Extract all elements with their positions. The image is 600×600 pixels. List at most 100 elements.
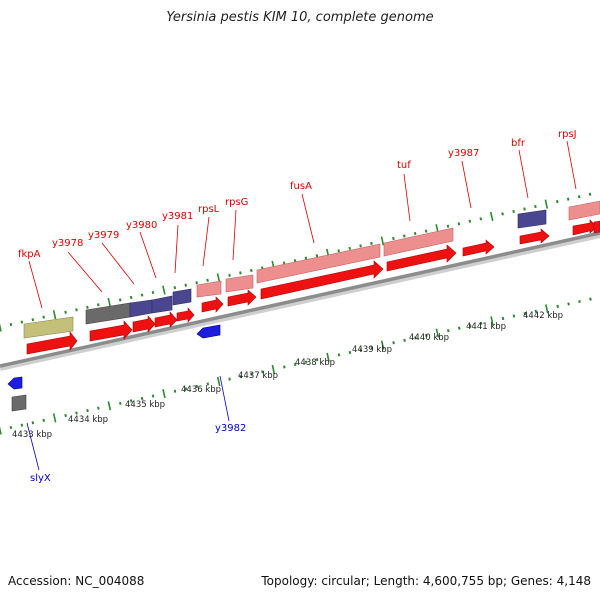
cds-arrow-y3982[interactable] — [196, 324, 221, 339]
reverse-ruler-tick — [326, 352, 330, 362]
forward-ruler-tick — [162, 285, 166, 295]
gene-box-y3978[interactable] — [85, 302, 131, 325]
gene-box-rpsJ[interactable] — [568, 200, 600, 221]
reverse-ruler-tick — [228, 377, 231, 381]
gene-box-tuf[interactable] — [383, 227, 454, 257]
gene-label-y3980[interactable]: y3980 — [126, 220, 157, 231]
forward-ruler-tick — [566, 197, 570, 201]
cds-arrow-y3978[interactable] — [89, 320, 133, 342]
kbp-label: 4435 kbp — [125, 400, 165, 410]
forward-ruler-tick — [424, 229, 428, 233]
gene-label-rpsL[interactable]: rpsL — [198, 204, 220, 215]
reverse-ruler-tick — [31, 421, 35, 425]
gene-label-fusA[interactable]: fusA — [290, 181, 312, 192]
gene-label-bfr[interactable]: bfr — [511, 138, 526, 149]
forward-ruler-tick — [42, 315, 45, 319]
reverse-ruler-tick — [403, 338, 406, 342]
gene-box-fusA[interactable] — [256, 243, 381, 284]
gene-label-fkpA[interactable]: fkpA — [18, 249, 41, 260]
reverse-ruler-tick — [0, 426, 2, 435]
reverse-ruler-tick — [556, 304, 559, 309]
leader-rpsG — [232, 209, 237, 261]
leader-y3981 — [174, 224, 179, 274]
reverse-ruler-tick — [86, 408, 89, 413]
forward-ruler-tick — [588, 192, 592, 196]
gene-label-y3982[interactable]: y3982 — [215, 423, 246, 434]
gene-box-y3979[interactable] — [129, 299, 153, 318]
reverse-ruler-tick — [567, 302, 570, 306]
forward-ruler-tick — [239, 271, 242, 275]
cds-arrow-y3980[interactable] — [154, 311, 178, 328]
reverse-ruler-tick — [512, 314, 516, 318]
kbp-label: 4434 kbp — [68, 415, 108, 425]
cds-arrow-next[interactable] — [593, 220, 600, 234]
reverse-ruler-tick — [119, 401, 122, 405]
leader-y3987 — [461, 160, 472, 209]
reverse-ruler-tick — [425, 333, 428, 338]
reverse-tick-ruler — [0, 297, 592, 435]
kbp-label: 4437 kbp — [238, 371, 278, 381]
cds-arrow-tuf[interactable] — [386, 244, 457, 272]
cds-arrow-slyX[interactable] — [7, 376, 23, 390]
reverse-ruler-tick — [370, 345, 374, 350]
cds-arrow-fusA[interactable] — [260, 260, 384, 300]
reverse-ruler-tick — [447, 329, 450, 333]
gene-label-y3979[interactable]: y3979 — [88, 230, 119, 241]
forward-ruler-tick — [31, 318, 35, 322]
gene-label-tuf[interactable]: tuf — [397, 160, 411, 171]
reverse-ruler-tick — [359, 348, 363, 352]
gene-box-fkpA[interactable] — [23, 316, 74, 339]
gene-box-rpsL[interactable] — [196, 280, 222, 298]
accession-text: Accession: NC_004088 — [8, 574, 145, 588]
gene-box-y3981[interactable] — [172, 288, 192, 306]
forward-ruler-tick — [413, 231, 417, 236]
forward-ruler-tick — [64, 310, 67, 314]
forward-ruler-tick — [534, 204, 537, 209]
gene-label-rpsJ[interactable]: rpsJ — [558, 129, 577, 140]
reverse-ruler-tick — [261, 370, 264, 374]
kbp-labels: 4433 kbp 4434 kbp 4435 kbp 4436 kbp 4437… — [12, 311, 563, 440]
forward-ruler-tick — [380, 236, 385, 246]
forward-ruler-tick — [293, 259, 297, 263]
cds-arrow-rpsL[interactable] — [201, 296, 224, 313]
reverse-ruler-tick — [348, 350, 352, 355]
forward-ruler-tick — [370, 241, 373, 246]
gene-label-y3981[interactable]: y3981 — [162, 211, 193, 222]
gene-box-y3980[interactable] — [151, 295, 173, 314]
cds-arrow-rpsG[interactable] — [227, 289, 257, 307]
leader-fkpA — [28, 260, 43, 309]
gene-box-bfr[interactable] — [517, 209, 547, 229]
reverse-ruler-tick — [271, 364, 276, 374]
forward-ruler-tick — [75, 308, 78, 312]
cds-arrow-y3987[interactable] — [462, 239, 495, 257]
gene-label-rpsG[interactable]: rpsG — [225, 197, 248, 208]
forward-ruler-tick — [556, 199, 559, 204]
cds-arrow-y3981[interactable] — [176, 307, 195, 323]
forward-ruler-tick — [173, 286, 177, 290]
reverse-ruler-tick — [75, 411, 78, 415]
cds-arrow-bfr[interactable] — [519, 228, 550, 245]
kbp-label: 4439 kbp — [352, 345, 392, 355]
backbone-line — [0, 231, 600, 368]
gene-label-y3987[interactable]: y3987 — [448, 148, 479, 159]
reverse-ruler-tick — [304, 360, 308, 364]
forward-cds-track — [26, 219, 600, 355]
forward-ruler-tick — [489, 211, 494, 221]
kbp-label: 4442 kbp — [523, 311, 563, 321]
gene-label-y3978[interactable]: y3978 — [52, 238, 83, 249]
gene-box-slyX[interactable] — [11, 394, 27, 412]
leader-y3978 — [67, 251, 103, 293]
gene-box-rpsG[interactable] — [225, 274, 254, 293]
cds-arrow-y3979[interactable] — [132, 315, 156, 333]
forward-ruler-tick — [403, 234, 406, 238]
gene-label-slyX[interactable]: slyX — [30, 473, 51, 484]
forward-ruler-tick — [228, 273, 231, 277]
cds-arrow-rpsJ[interactable] — [572, 219, 598, 236]
reverse-ruler-tick — [250, 372, 253, 376]
reverse-ruler-tick — [64, 413, 67, 418]
kbp-label: 4440 kbp — [409, 333, 449, 343]
forward-gene-track — [23, 200, 600, 339]
forward-ruler-tick — [523, 207, 526, 211]
cds-arrow-fkpA[interactable] — [26, 331, 78, 355]
